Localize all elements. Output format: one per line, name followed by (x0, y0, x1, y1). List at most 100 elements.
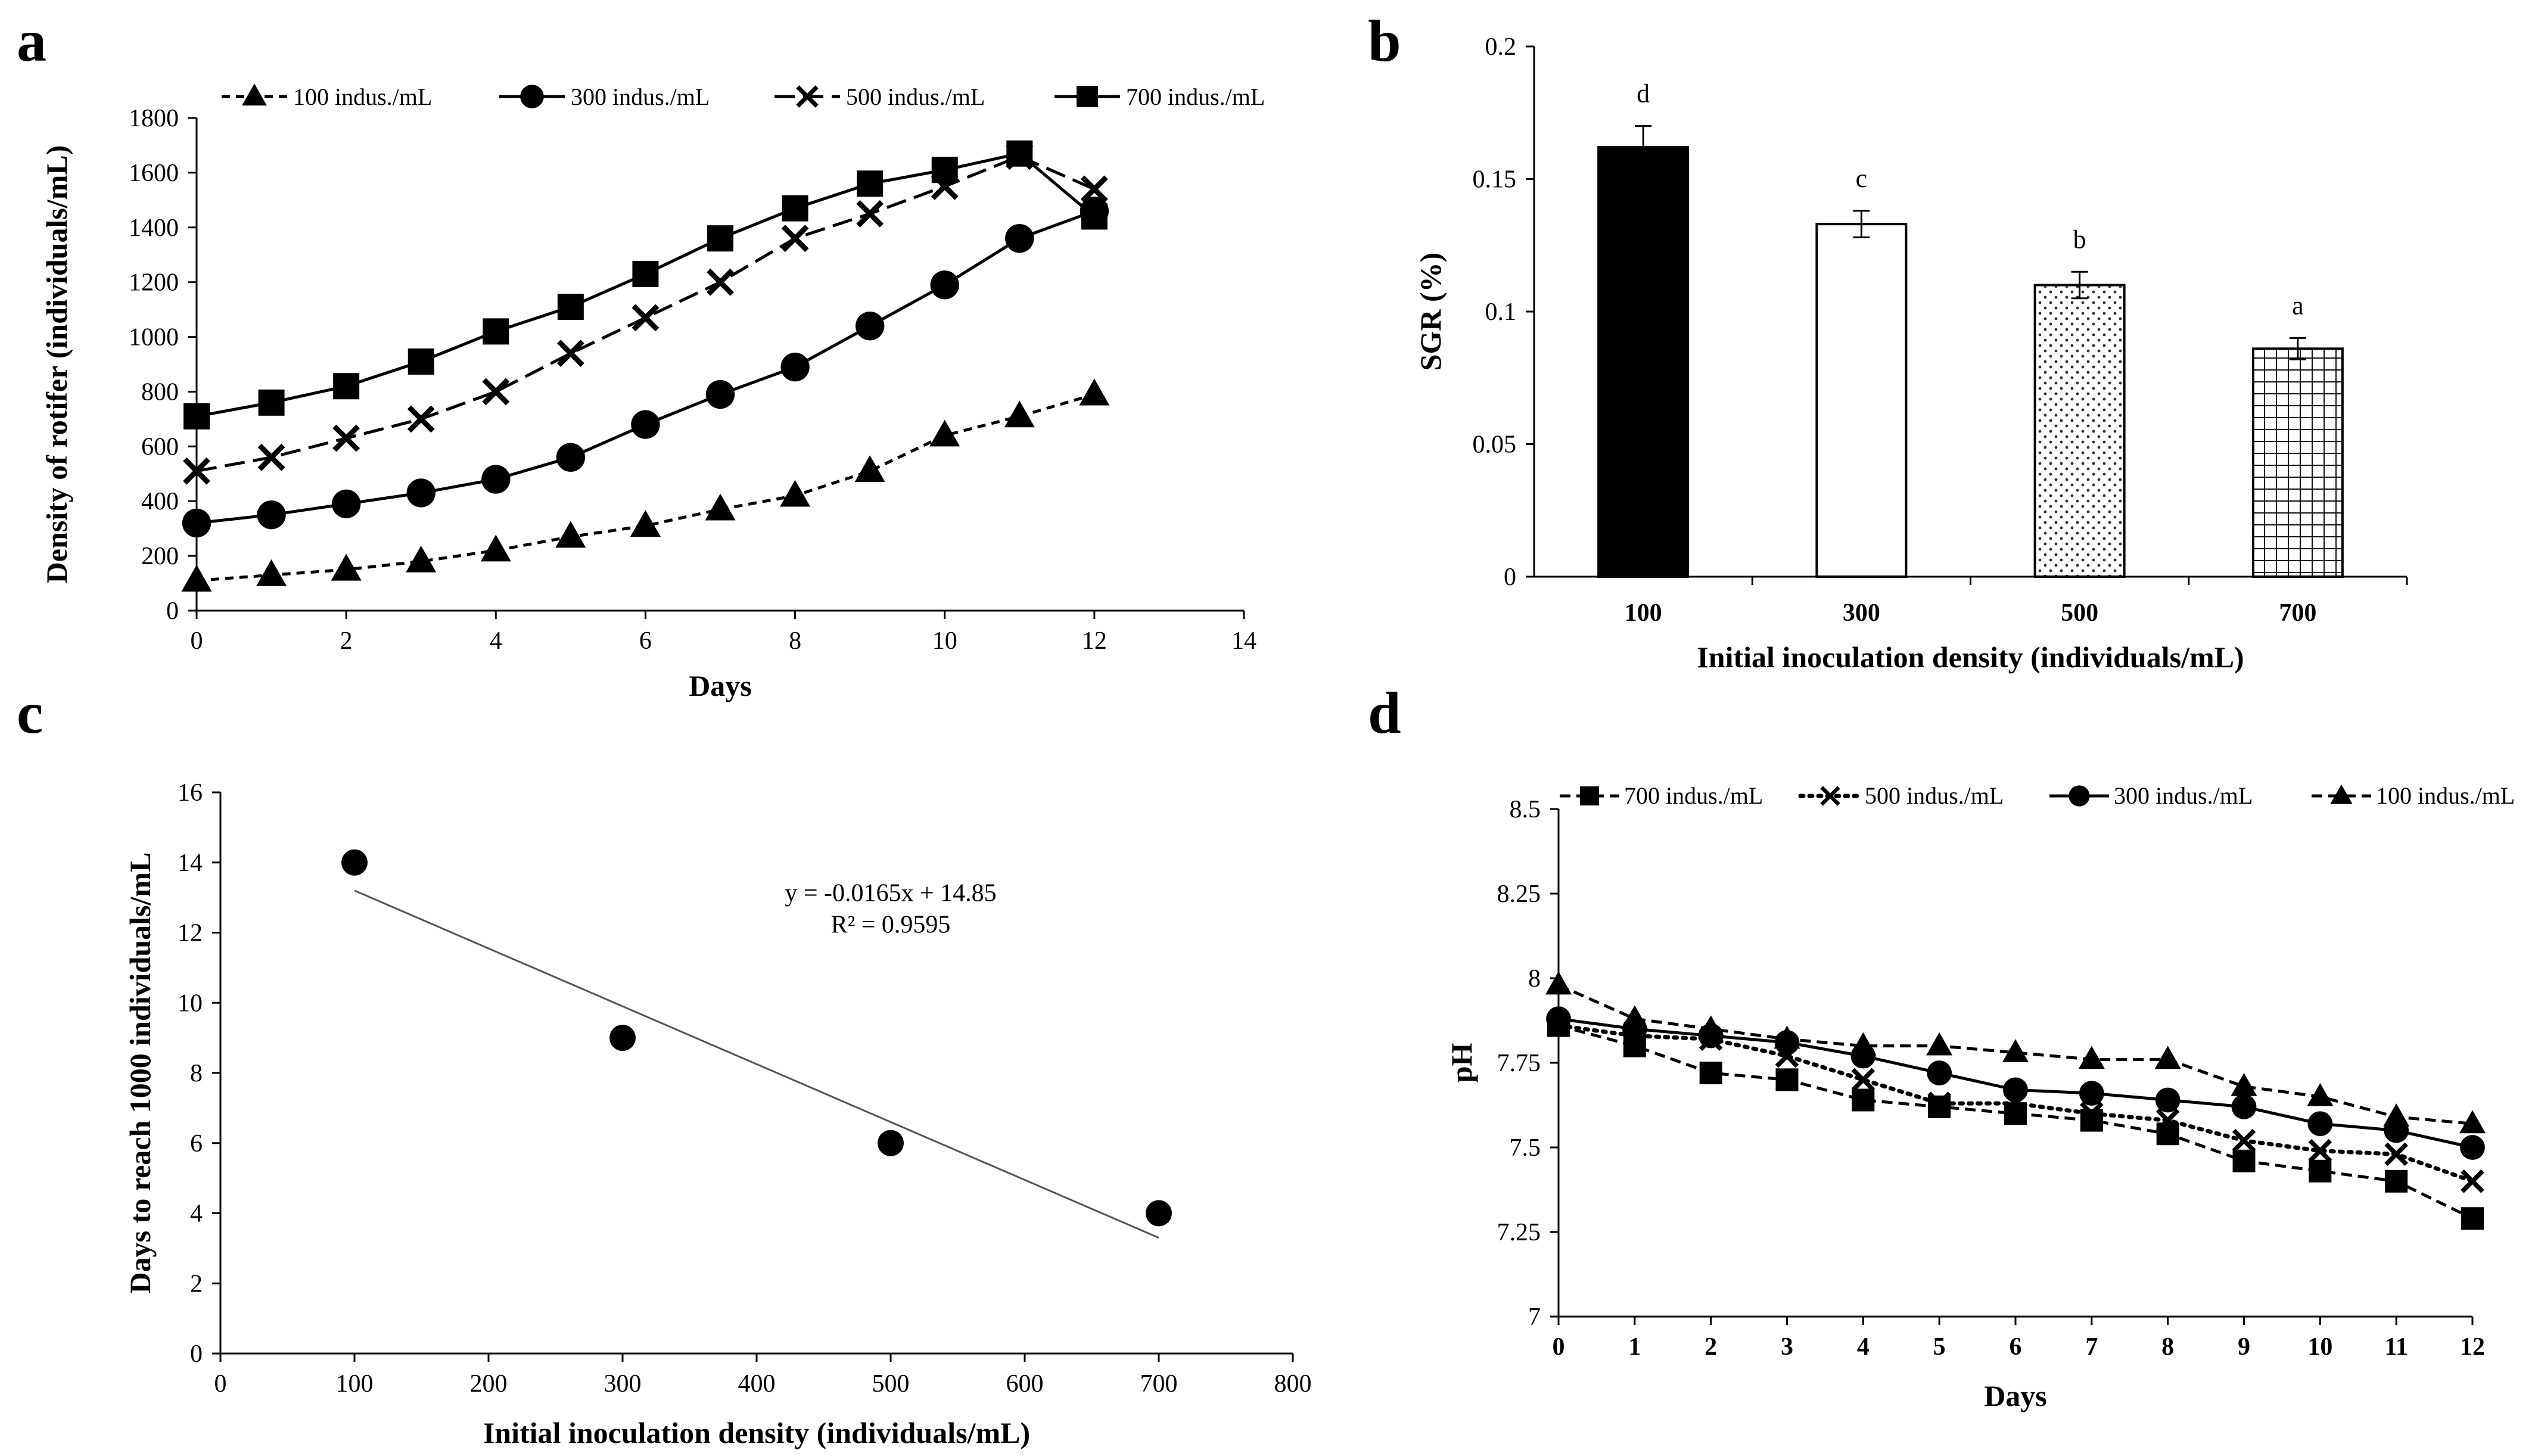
x-tick-label: 8 (2161, 1333, 2174, 1361)
data-point (481, 465, 511, 494)
x-tick-label: 300 (604, 1370, 642, 1398)
y-axis-title: Density of rotifer (individuals/mL) (40, 145, 73, 584)
x-axis-title: Initial inoculation density (individuals… (483, 1416, 1030, 1449)
chart-panel-a: 0 200 400 600 800 1000 1200 1400 1600 1800 0 2 4 6 8 10… (40, 83, 1265, 702)
panel-label-a: a (17, 8, 46, 74)
panel-label-b: b (1368, 8, 1401, 74)
y-tick-label: 1800 (129, 105, 179, 132)
data-point (1005, 223, 1034, 253)
y-tick-label: 0 (190, 1340, 203, 1368)
data-point (2079, 1081, 2104, 1106)
legend-entry: 100 indus./mL (2376, 782, 2515, 809)
data-point (1851, 1068, 1875, 1092)
data-point (632, 304, 660, 332)
r-squared: R² = 0.9595 (831, 911, 951, 939)
x-tick-label: 4 (490, 627, 502, 655)
data-point (2231, 1094, 2257, 1119)
y-tick-label: 7 (1528, 1303, 1541, 1331)
data-point (2002, 1039, 2029, 1062)
y-tick-label: 0 (166, 598, 179, 625)
panel-label-d: d (1368, 680, 1401, 746)
x-tick-label: 500 (872, 1370, 910, 1398)
y-tick-label: 1600 (129, 160, 179, 187)
data-point (705, 493, 736, 521)
y-tick-label: 7.75 (1497, 1050, 1541, 1077)
legend-entry: 500 indus./mL (846, 83, 985, 110)
legend-marker (2069, 785, 2090, 807)
y-tick-label: 0.2 (1485, 33, 1517, 61)
y-tick-label: 600 (141, 433, 179, 461)
data-point (1926, 1032, 1953, 1056)
scatter-point (878, 1130, 904, 1156)
data-point (557, 294, 584, 321)
data-point (1081, 203, 1108, 230)
x-tick-label: 10 (932, 627, 957, 655)
data-point (183, 403, 210, 430)
x-axis-title: Days (689, 669, 752, 702)
data-point (483, 318, 509, 345)
data-point (1775, 1068, 1799, 1091)
x-tick-label: 12 (2460, 1333, 2485, 1361)
data-point (2231, 1072, 2257, 1096)
data-point (556, 443, 586, 472)
x-tick-label: 700 (2279, 599, 2316, 627)
data-point (1699, 1062, 1722, 1085)
x-axis-title: Days (1984, 1379, 2047, 1413)
y-tick-label: 400 (141, 488, 179, 515)
y-tick-label: 0.15 (1473, 166, 1517, 194)
data-point (2461, 1207, 2484, 1230)
x-tick-label: 8 (789, 627, 801, 655)
y-tick-label: 8 (190, 1060, 203, 1087)
x-tick-label: 200 (470, 1370, 508, 1398)
y-tick-label: 0 (1504, 564, 1516, 591)
bar-700 (2251, 347, 2344, 578)
significance-letter: b (2073, 225, 2086, 254)
data-point (2307, 1111, 2333, 1137)
x-axis-title: Initial inoculation density (individuals… (1697, 640, 2244, 674)
data-point (2383, 1103, 2410, 1127)
data-point (257, 443, 285, 471)
data-point (2232, 1149, 2256, 1172)
data-point (256, 559, 287, 586)
data-point (406, 478, 436, 508)
scatter-point (341, 849, 368, 876)
y-tick-label: 16 (178, 779, 203, 807)
data-point (2385, 1169, 2408, 1193)
data-point (1621, 1005, 1648, 1029)
legend-marker (520, 85, 544, 108)
data-point (707, 268, 734, 296)
data-point (1079, 378, 1110, 406)
data-point (630, 510, 661, 537)
x-tick-label: 0 (214, 1370, 227, 1398)
y-tick-label: 4 (190, 1200, 203, 1228)
data-point (181, 565, 212, 592)
y-tick-label: 10 (178, 990, 203, 1017)
data-point (2460, 1135, 2485, 1160)
data-point (857, 170, 884, 197)
x-tick-label: 100 (1625, 599, 1662, 627)
data-point (331, 553, 362, 581)
data-point (1927, 1091, 1951, 1115)
x-tick-label: 12 (1082, 627, 1107, 655)
y-tick-label: 8.25 (1497, 881, 1541, 908)
x-tick-label: 11 (2384, 1333, 2408, 1361)
y-tick-label: 0.05 (1473, 431, 1517, 459)
y-tick-label: 0.1 (1485, 298, 1517, 326)
data-point (480, 534, 511, 562)
legend-entry: 700 indus./mL (1624, 782, 1763, 809)
data-point (331, 489, 361, 519)
y-tick-label: 7.5 (1510, 1134, 1541, 1162)
legend-marker (2330, 784, 2353, 804)
x-tick-label: 800 (1274, 1370, 1312, 1398)
y-tick-label: 8 (1528, 965, 1541, 993)
scatter-point (609, 1025, 636, 1051)
legend-marker (796, 85, 819, 108)
series-line-1 (196, 209, 1095, 525)
bar-100 (1597, 146, 1690, 578)
significance-letter: d (1637, 79, 1650, 108)
x-tick-label: 1 (1628, 1333, 1641, 1361)
trendline (354, 889, 1159, 1239)
data-point (1928, 1095, 1951, 1118)
x-tick-label: 3 (1781, 1333, 1793, 1361)
